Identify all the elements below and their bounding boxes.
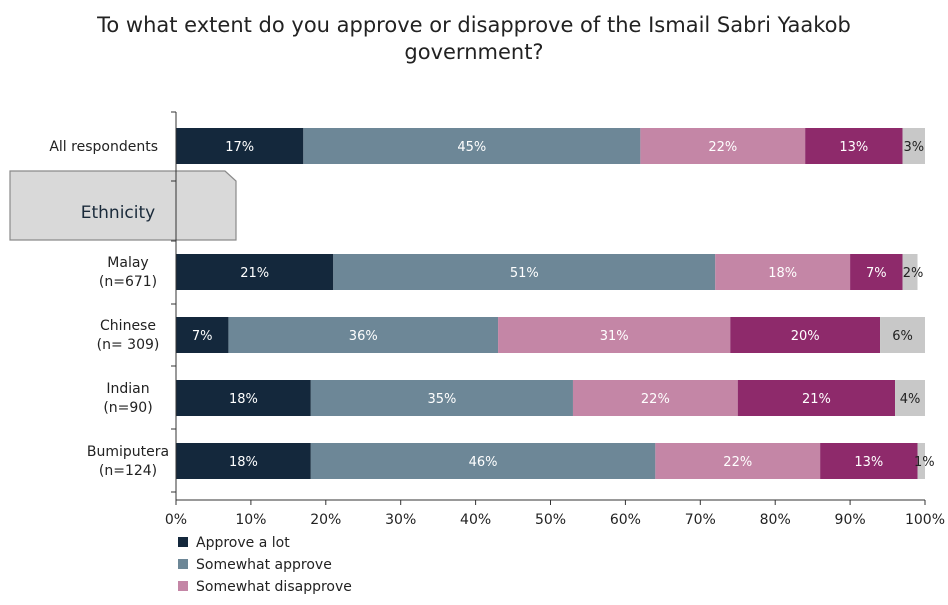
group-label-ethnicity: Ethnicity xyxy=(81,203,155,223)
data-label: 45% xyxy=(457,140,486,155)
data-label: 4% xyxy=(900,392,921,407)
bar-segment xyxy=(917,443,925,479)
data-label: 7% xyxy=(866,266,887,281)
x-tick-label: 80% xyxy=(760,512,791,528)
legend-swatch xyxy=(178,581,188,591)
data-label: 46% xyxy=(469,455,498,470)
bar-segment xyxy=(303,128,641,164)
chart-title: To what extent do you approve or disappr… xyxy=(97,13,851,64)
bar-segment xyxy=(895,380,925,416)
data-label: 6% xyxy=(892,329,913,344)
x-tick-label: 40% xyxy=(460,512,491,528)
category-label: Chinese xyxy=(100,318,156,334)
data-label: 22% xyxy=(641,392,670,407)
bar-segment xyxy=(902,128,925,164)
bar-segment xyxy=(228,317,499,353)
x-tick-label: 60% xyxy=(610,512,641,528)
category-label: Malay xyxy=(107,255,148,271)
x-tick-label: 20% xyxy=(310,512,341,528)
bar-segment xyxy=(820,443,918,479)
data-label: 35% xyxy=(427,392,456,407)
bar-segment xyxy=(850,254,903,290)
bar-segment xyxy=(737,380,896,416)
data-label: 7% xyxy=(192,329,213,344)
bar-segment xyxy=(880,317,925,353)
bar-segment xyxy=(310,443,656,479)
data-label: 20% xyxy=(791,329,820,344)
category-labels: All respondents Malay (n=671) Chinese (n= 30… xyxy=(49,139,169,479)
legend-swatch xyxy=(178,537,188,547)
bar-segment xyxy=(176,317,229,353)
x-tick-label: 30% xyxy=(385,512,416,528)
category-label: Indian xyxy=(106,381,149,397)
data-label: 21% xyxy=(802,392,831,407)
data-label: 13% xyxy=(839,140,868,155)
category-sublabel: (n=124) xyxy=(99,463,157,479)
bar-segment xyxy=(176,254,334,290)
bar-segment xyxy=(902,254,918,290)
data-label: 18% xyxy=(229,392,258,407)
data-label: 51% xyxy=(510,266,539,281)
data-label: 22% xyxy=(708,140,737,155)
data-label: 31% xyxy=(600,329,629,344)
legend-label: Somewhat disapprove xyxy=(196,579,352,595)
data-label: 13% xyxy=(854,455,883,470)
data-label: 18% xyxy=(768,266,797,281)
data-label: 3% xyxy=(903,140,924,155)
category-label: Bumiputera xyxy=(87,444,169,460)
x-tick-label: 90% xyxy=(835,512,866,528)
data-label: 18% xyxy=(229,455,258,470)
bars-layer: 17% 45% 22% 13% 3% 21% 51% 18% 7% 2% 7% 36% 31% 20% 6%… xyxy=(176,128,935,479)
category-sublabel: (n=671) xyxy=(99,274,157,290)
data-label: 21% xyxy=(240,266,269,281)
data-label: 17% xyxy=(225,140,254,155)
x-tick-label: 10% xyxy=(235,512,266,528)
bar-segment xyxy=(655,443,821,479)
bar-segment xyxy=(572,380,738,416)
legend: Approve a lot Somewhat approve Somewhat di… xyxy=(178,535,352,595)
legend-swatch xyxy=(178,559,188,569)
category-sublabel: (n= 309) xyxy=(97,337,160,353)
category-label: All respondents xyxy=(49,139,158,155)
bar-segment xyxy=(333,254,716,290)
bar-segment xyxy=(176,128,304,164)
bar-segment xyxy=(640,128,806,164)
x-tick-label: 70% xyxy=(685,512,716,528)
category-sublabel: (n=90) xyxy=(103,400,152,416)
bar-segment xyxy=(715,254,851,290)
data-label: 1% xyxy=(914,455,935,470)
bar-segment xyxy=(176,380,311,416)
bar-segment xyxy=(730,317,881,353)
legend-label: Approve a lot xyxy=(196,535,290,551)
legend-label: Somewhat approve xyxy=(196,557,332,573)
axis-layer: 0% 10% 20% 30% 40% 50% 60% 70% 80% 90% 100% xyxy=(165,111,945,528)
data-label: 22% xyxy=(723,455,752,470)
bar-segment xyxy=(805,128,903,164)
bar-segment xyxy=(310,380,573,416)
data-label: 2% xyxy=(903,266,924,281)
bar-segment xyxy=(176,443,311,479)
ethnicity-group-tab: Ethnicity xyxy=(9,170,237,241)
x-tick-label: 0% xyxy=(165,512,187,528)
bar-segment xyxy=(498,317,731,353)
data-label: 36% xyxy=(349,329,378,344)
x-tick-label: 50% xyxy=(535,512,566,528)
x-tick-label: 100% xyxy=(905,512,945,528)
